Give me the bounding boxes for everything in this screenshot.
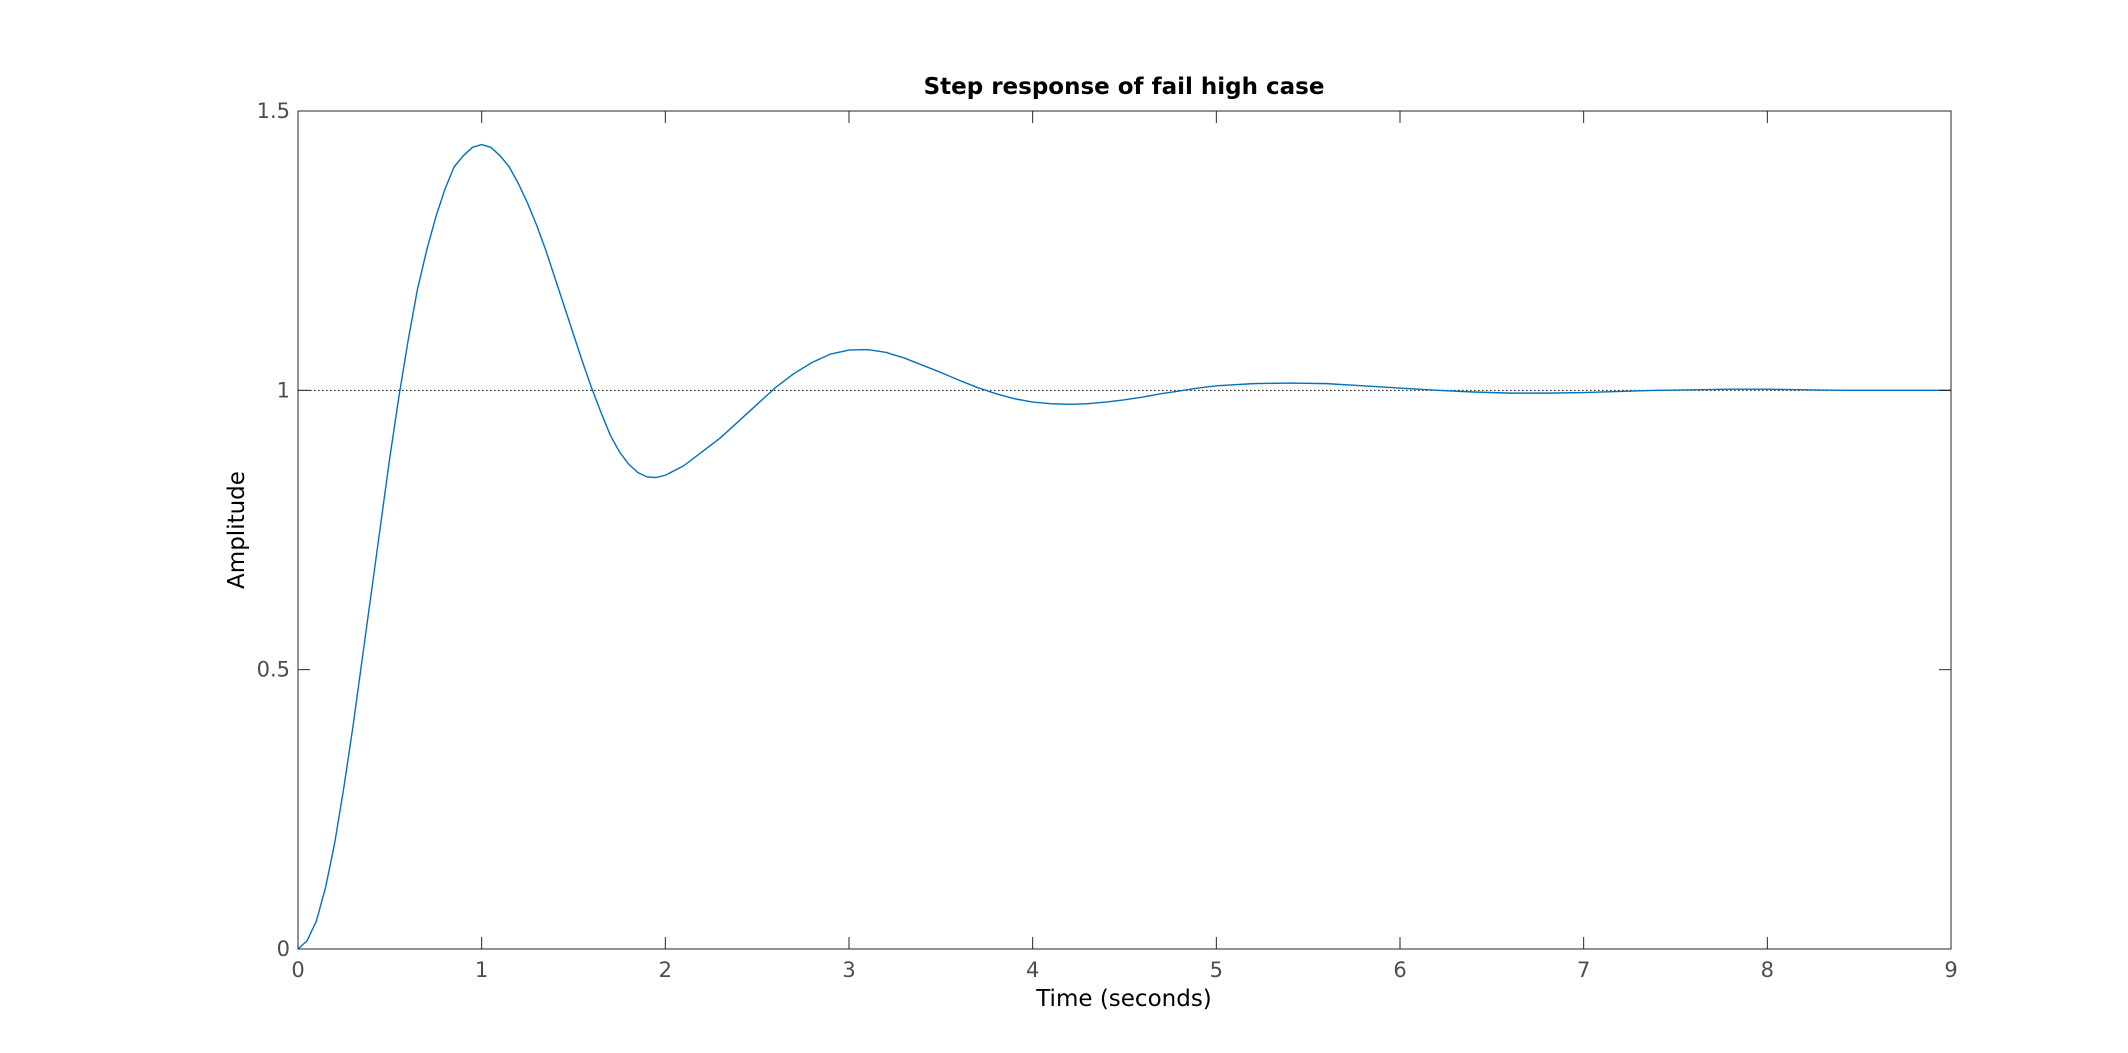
x-tick-label: 1 <box>475 958 488 982</box>
x-tick-label: 4 <box>1026 958 1039 982</box>
x-axis-label: Time (seconds) <box>1035 986 1212 1012</box>
y-tick-label: 1 <box>277 378 290 402</box>
chart-title: Step response of fail high case <box>924 74 1325 100</box>
series-line-0 <box>297 143 1951 950</box>
y-tick-label: 1.5 <box>257 99 290 123</box>
series-layer <box>297 143 1951 950</box>
plot-area <box>297 110 1952 950</box>
y-tick-label: 0 <box>277 937 290 961</box>
x-tick-label: 7 <box>1577 958 1590 982</box>
y-axis-label: Amplitude <box>224 471 250 589</box>
tick-layer: 0 1 2 3 4 5 6 7 8 9 0 0.5 1 1.5 <box>257 99 1958 982</box>
x-tick-label: 9 <box>1944 958 1957 982</box>
x-tick-label: 6 <box>1393 958 1406 982</box>
x-tick-label: 2 <box>659 958 672 982</box>
x-tick-label: 0 <box>291 958 304 982</box>
x-tick-label: 3 <box>842 958 855 982</box>
x-tick-label: 8 <box>1761 958 1774 982</box>
x-tick-label: 5 <box>1210 958 1223 982</box>
y-tick-label: 0.5 <box>257 658 290 682</box>
